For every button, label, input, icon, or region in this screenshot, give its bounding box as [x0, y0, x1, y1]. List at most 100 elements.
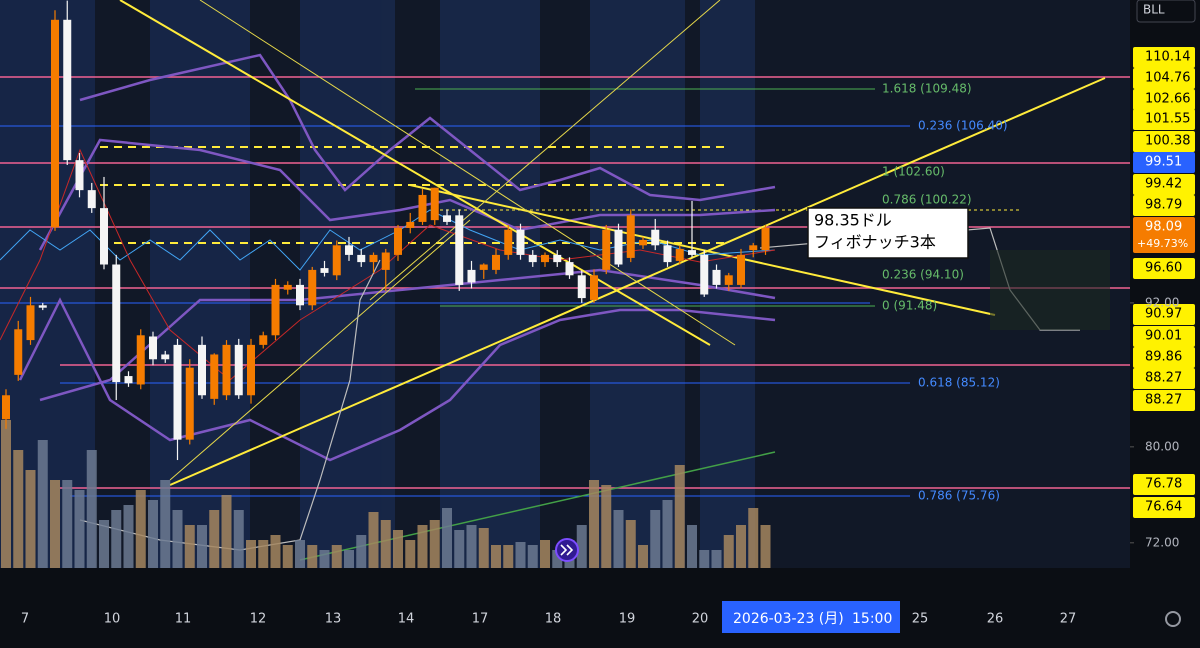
candle-body [479, 264, 488, 270]
volume-bar [1, 420, 11, 568]
price-label-box [1133, 47, 1195, 68]
volume-bar [331, 545, 342, 568]
volume-bar [148, 500, 158, 568]
volume-bar [454, 530, 465, 568]
candle-body [492, 254, 500, 270]
volume-bar [478, 528, 489, 568]
volume-bar [515, 542, 526, 568]
x-tick-label: 13 [325, 612, 342, 627]
volume-bar [221, 495, 232, 568]
candle-body [51, 19, 59, 228]
candle-body [406, 221, 415, 228]
candle-body [504, 229, 513, 255]
candle-body [700, 254, 709, 295]
volume-bar [356, 535, 367, 568]
price-label: 88.27 [1145, 393, 1182, 408]
candle-body [2, 395, 10, 420]
candle-body [271, 284, 280, 336]
price-label-box [1133, 390, 1195, 411]
x-tick-label: 26 [987, 612, 1004, 627]
volume-bar [99, 520, 109, 568]
candle-body [443, 215, 451, 222]
volume-bar [625, 520, 636, 568]
candle-body [357, 254, 366, 263]
x-tick-label: 18 [545, 612, 562, 627]
volume-bar [674, 465, 685, 568]
volume-bar [111, 510, 122, 568]
x-tick-label: 19 [619, 612, 636, 627]
price-label-box [1133, 131, 1195, 152]
candle-body [14, 329, 23, 375]
candle-body [345, 245, 353, 255]
candle-body [541, 254, 549, 263]
volume-bar [552, 550, 563, 568]
candle-body [247, 344, 255, 396]
candle-body [38, 305, 47, 308]
volume-bar [233, 510, 244, 568]
candle-body [430, 187, 439, 221]
candle-body [663, 245, 672, 263]
volume-bar [491, 545, 501, 568]
candle-body [75, 160, 84, 191]
candle-body [455, 215, 464, 285]
volume-bar [662, 500, 673, 568]
candle-body [614, 229, 623, 265]
volume-bar [393, 530, 403, 568]
annotation-box[interactable] [807, 207, 969, 259]
volume-bar [699, 550, 710, 568]
volume-bar [37, 440, 48, 568]
x-tick-label: 10 [104, 612, 121, 627]
price-labels: 110.14 104.76 102.66 101.55 100.38 99.51 99.42… [1133, 47, 1195, 518]
x-tick-label: 25 [912, 612, 929, 627]
volume-bar [687, 525, 697, 568]
price-label: 101.55 [1145, 112, 1191, 127]
candle-body [394, 227, 402, 255]
settings-icon[interactable] [1165, 611, 1181, 627]
volume-bar [576, 525, 587, 568]
volume-bar [540, 540, 550, 568]
volume-bar [344, 550, 354, 568]
price-label: 100.38 [1145, 134, 1191, 149]
price-label: 76.78 [1145, 477, 1182, 492]
crosshair-time-box [722, 601, 900, 633]
candle-body [590, 275, 598, 300]
volume-bar [638, 545, 648, 568]
volume-bar [613, 510, 624, 568]
candle-body [712, 269, 721, 285]
volume-bar [429, 520, 440, 568]
annotation-line: 98.35ドル [814, 211, 892, 230]
x-tick-label: 20 [692, 612, 709, 627]
volume-bar [246, 540, 256, 568]
x-tick-label: 17 [472, 612, 489, 627]
candle-body [259, 335, 268, 345]
fib-label: 0.786 (75.76) [918, 489, 1000, 503]
annotation-line: フィボナッチ3本 [814, 233, 936, 252]
volume-bar [711, 550, 722, 568]
volume-bar [723, 535, 734, 568]
fib-label: 0.236 (94.10) [882, 268, 964, 282]
price-label-box [1133, 195, 1195, 216]
candle-body [63, 19, 72, 161]
candle-body [320, 268, 329, 273]
price-label: 98.79 [1145, 198, 1182, 213]
volume-bar [380, 520, 391, 568]
candle-body [87, 190, 96, 209]
price-label: 88.27 [1145, 371, 1182, 386]
fib-label: 0.236 (106.40) [918, 119, 1008, 133]
candle-body [210, 354, 219, 399]
volume-bar [50, 480, 60, 568]
symbol: BLL [1143, 3, 1165, 17]
price-label-box [1133, 326, 1195, 347]
symbol-box[interactable] [1136, 0, 1196, 23]
candle-body [308, 269, 317, 306]
price-label: 102.66 [1145, 92, 1191, 107]
candle-body [737, 254, 745, 285]
candle-body [124, 376, 133, 384]
price-label-box [1133, 174, 1195, 195]
price-label-box [1133, 89, 1195, 110]
indicator-overlays [0, 0, 1130, 561]
price-label: 99.51 [1145, 155, 1182, 170]
volume-bar [62, 480, 73, 568]
volume-bar [270, 535, 281, 568]
volume-bar [258, 540, 269, 568]
